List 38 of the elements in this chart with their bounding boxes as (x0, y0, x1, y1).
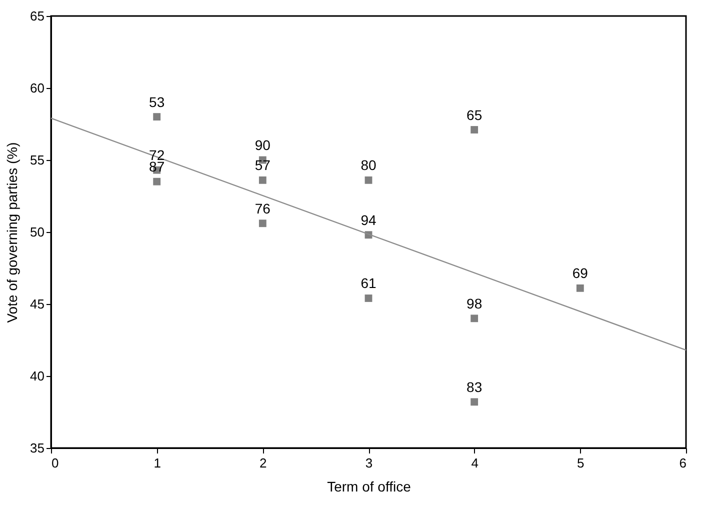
annotation: 83 (466, 378, 482, 395)
x-tick-label: 0 (52, 456, 59, 470)
point (470, 398, 478, 406)
y-tick-label: 50 (30, 224, 44, 240)
point (470, 126, 478, 134)
x-tick-label: 5 (577, 456, 584, 470)
point (470, 314, 478, 322)
x-tick-label: 1 (154, 456, 161, 470)
y-tick-label: 35 (30, 440, 44, 456)
y-tick-label: 45 (30, 296, 44, 312)
annotation: 80 (360, 157, 376, 174)
x-tick-label: 4 (471, 456, 478, 470)
x-axis-title: Term of office (327, 478, 412, 494)
point (258, 176, 266, 184)
y-tick-label: 65 (30, 8, 44, 24)
y-axis-title: Vote of governing parties (%) (4, 142, 20, 323)
annotation: 90 (254, 137, 271, 153)
annotation: 53 (149, 94, 165, 110)
annotation: 98 (466, 295, 482, 312)
y-tick-label: 60 (30, 80, 44, 96)
y-tick-label: 40 (30, 368, 44, 384)
point (153, 178, 161, 186)
annotation: 57 (254, 157, 271, 174)
annotation: 87 (149, 158, 165, 175)
point (364, 176, 372, 184)
x-tick-label: 3 (365, 456, 373, 470)
point (576, 284, 584, 292)
point (258, 220, 266, 228)
annotation: 94 (360, 212, 376, 228)
point (364, 294, 372, 302)
annotation: 69 (572, 265, 588, 282)
annotation: 65 (466, 106, 482, 123)
point (153, 113, 161, 121)
annotation: 76 (254, 200, 271, 216)
x-tick-label: 6 (679, 456, 686, 470)
annotation: 61 (360, 275, 376, 292)
y-tick-label: 55 (30, 152, 44, 168)
x-tick-label: 2 (260, 456, 267, 470)
